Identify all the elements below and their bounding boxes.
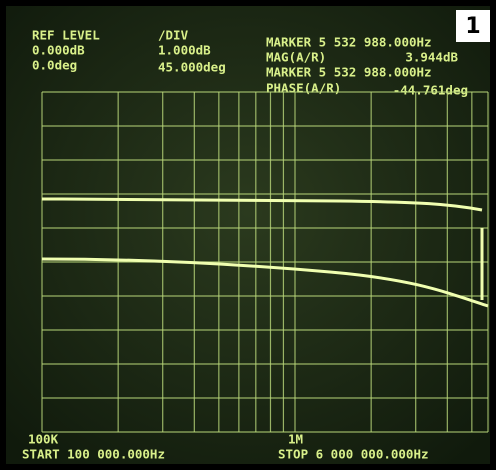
header-text: MARKER 5 532 988.000Hz: [266, 65, 432, 80]
magnitude-trace: [41, 197, 483, 212]
header-text: 1.000dB: [158, 43, 211, 58]
header-text: REF LEVEL: [32, 28, 100, 43]
footer-text: START 100 000.000Hz: [22, 447, 165, 462]
header-text: PHASE(A/R): [266, 81, 341, 96]
phase-trace: [41, 257, 489, 308]
footer-text: STOP 6 000 000.000Hz: [278, 447, 429, 462]
badge-box: [456, 10, 490, 42]
footer-text: 100K: [28, 432, 59, 447]
badge: 1: [465, 14, 480, 39]
header-text: MARKER 5 532 988.000Hz: [266, 35, 432, 50]
grid: [41, 91, 489, 433]
header-text: /DIV: [158, 28, 189, 43]
header-text: 0.000dB: [32, 43, 85, 58]
header-text: 0.0deg: [32, 58, 77, 73]
header-text: 45.000deg: [158, 60, 226, 75]
header-text: -44.761deg: [393, 83, 468, 98]
header-text: MAG(A/R): [266, 50, 326, 65]
screen: [6, 6, 490, 464]
footer-text: 1M: [288, 432, 303, 447]
header-text: 3.944dB: [405, 50, 458, 65]
